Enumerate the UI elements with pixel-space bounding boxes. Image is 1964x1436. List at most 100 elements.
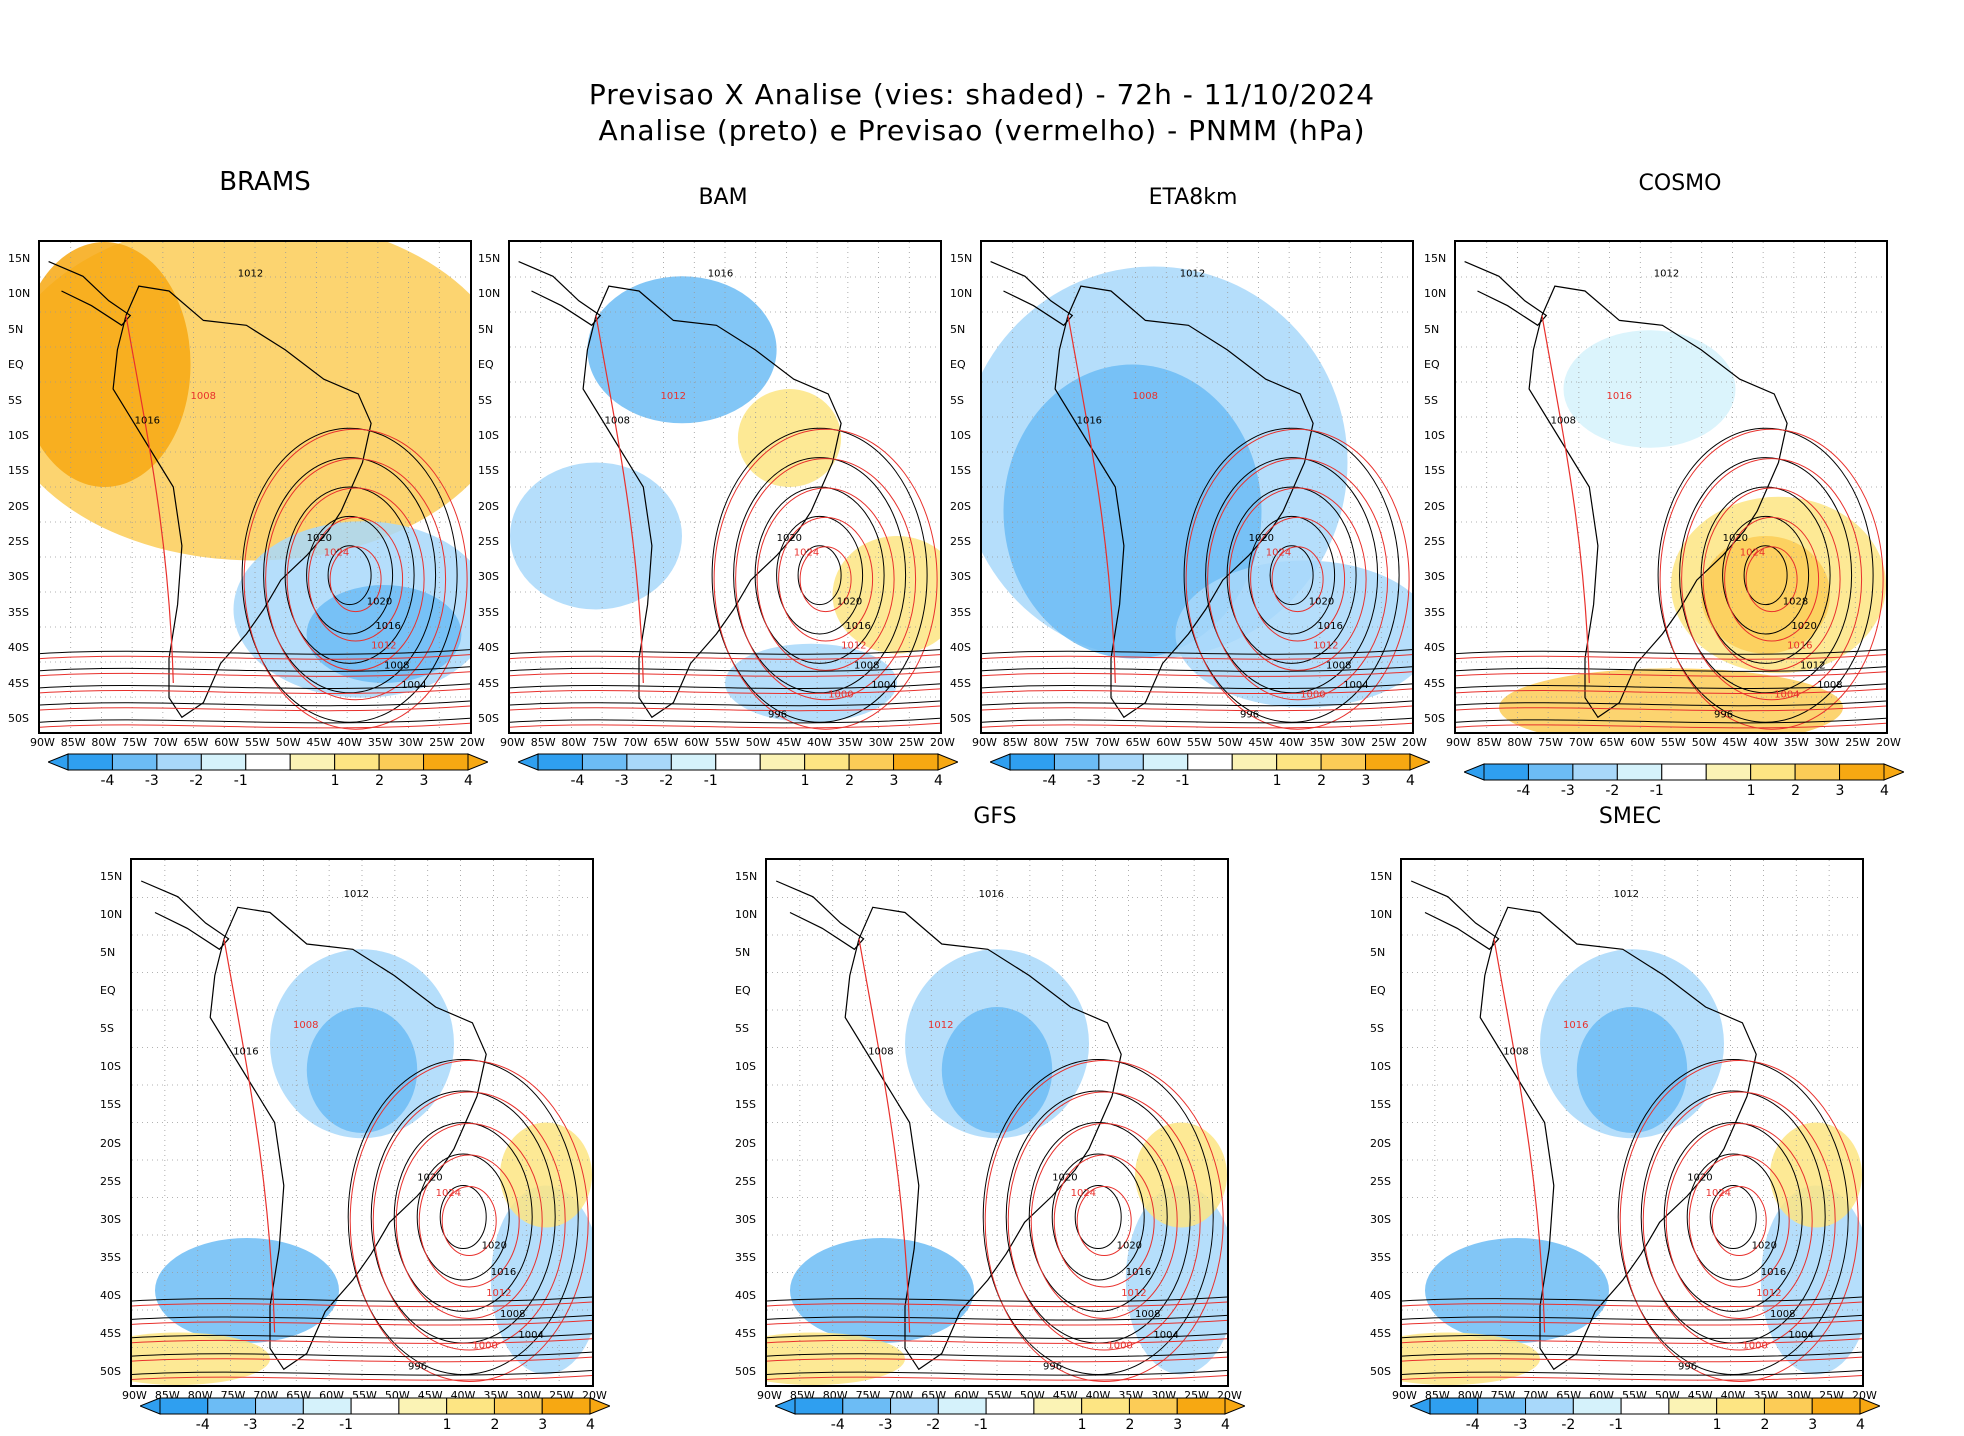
lon-label: 80W [561,736,587,749]
lon-label: 40W [1753,736,1779,749]
colorbar-label: -4 [100,773,115,789]
forecast-isobar [510,654,940,660]
forecast-isobar [265,458,447,701]
colorbar-swatch [842,1397,892,1415]
isobar-label: 1012 [486,1288,511,1299]
forecast-isobar [40,671,470,677]
isobar-label: 1008 [1135,1309,1160,1320]
map-frame: 1012 1008 1016 1020 1024 1020 1016 1012 1008 1004… [980,240,1414,734]
bias-shading [1135,1122,1227,1228]
panel-title: BAM [698,185,748,210]
forecast-isobar [243,428,468,730]
forecast-isobar [40,688,470,695]
lat-label: 10S [100,1060,121,1074]
lon-label: 55W [715,736,740,749]
colorbar-label: 1 [1746,783,1756,799]
isobar-label: 1024 [324,548,349,559]
forecast-isobar [858,938,911,1333]
colorbar-label: 4 [1880,783,1889,799]
lat-label: 5S [735,1022,749,1036]
isobar-label: 1020 [1249,533,1274,544]
lat-label: 45S [478,676,499,690]
isobar-label: 1004 [401,680,426,691]
colorbar-swatch [1750,763,1796,781]
colorbar-label: 2 [375,773,385,789]
colorbar-swatch [1839,763,1885,781]
lat-label: 40S [1424,641,1445,655]
colorbar-label: -2 [1605,783,1620,799]
colorbar-swatch [1477,1397,1527,1415]
bias-shading [725,643,897,723]
analysis-isobar [40,717,470,724]
analysis-isobar [982,666,1412,672]
isobar-label: 1016 [979,889,1004,900]
isobar-label: 1020 [777,533,802,544]
isobar-label: 1000 [1742,1340,1767,1351]
lat-label: 5S [100,1022,114,1036]
lat-label: 10S [1370,1060,1391,1074]
analysis-isobar [347,1059,579,1375]
colorbar-label: -4 [830,1417,845,1433]
lat-label: 25S [950,535,971,549]
lat-label: 25S [100,1174,121,1188]
coastline [48,261,132,327]
colorbar-arrow [1462,763,1485,781]
lon-label: 45W [1248,736,1274,749]
colorbar-swatch [581,753,628,771]
isobar-label: 1012 [1180,268,1205,279]
isobar-label: 1020 [1791,621,1816,632]
map-frame: 1012 1008 1016 1020 1024 1020 1016 1012 1008 1004 [38,240,472,734]
colorbar-arrow [1408,1397,1431,1415]
lon-label: 65W [183,736,209,749]
colorbar [1408,1397,1882,1415]
map-frame: 1016 1012 1008 1020 1024 1020 1016 1012 1008 1004… [508,240,942,734]
forecast-isobar [767,1356,1227,1363]
isobar-label: 1016 [845,621,870,632]
isobar-label: 1024 [1706,1188,1731,1199]
isobar-label: 996 [1240,709,1259,720]
lat-label: 5N [950,322,966,336]
panel-title: SMEC [1598,804,1662,829]
lon-label: 25W [429,736,455,749]
isobar-label: 1008 [605,415,630,426]
colorbar-label: 2 [1317,773,1327,789]
lat-label: 25S [478,535,499,549]
map-frame: 1012 1016 1008 1020 1024 1028 1020 1016 1012 1008… [1454,240,1888,734]
colorbar-label: -4 [570,773,585,789]
colorbar-swatch [1128,1397,1178,1415]
analysis-isobar [1028,1122,1168,1312]
forecast-isobar [1665,1123,1813,1319]
analysis-isobar [510,666,940,672]
forecast-isobar [1030,1123,1178,1319]
lon-label: 40W [337,736,363,749]
colorbar-swatch [446,1397,495,1415]
colorbar [516,753,960,771]
colorbar-label: 1 [1077,1417,1087,1433]
colorbar-label: -2 [1131,773,1146,789]
forecast-isobar [1402,1319,1862,1326]
colorbar-swatch [626,753,672,771]
colorbar-label: -1 [1649,783,1664,799]
analysis-isobar [241,427,458,723]
colorbar-swatch [1483,763,1529,781]
forecast-isobar [982,671,1412,677]
colorbar-label: 3 [1173,1417,1183,1433]
lat-label: 20S [1370,1136,1391,1150]
lat-label: 15S [735,1098,756,1112]
colorbar-swatch [1794,763,1841,781]
isobar-label: 1000 [472,1340,497,1351]
analysis-isobar [1456,666,1886,672]
isobar-label: 996 [408,1361,427,1372]
forecast-isobar [767,1375,1227,1381]
isobar-label: 1012 [841,641,866,652]
analysis-isobar [1456,717,1886,724]
map-canvas: 1012 1008 1016 1020 1024 1020 1016 1012 1008 1004… [132,860,592,1385]
colorbar-label: 1 [442,1417,452,1433]
lon-label: 85W [60,736,86,749]
isobar-label: 1024 [1740,548,1765,559]
lat-label: 35S [8,605,29,619]
lat-label: 15S [1424,464,1445,478]
lon-label: 50W [1217,736,1243,749]
colorbar-swatch [1231,753,1278,771]
lat-label: 5N [100,946,116,960]
